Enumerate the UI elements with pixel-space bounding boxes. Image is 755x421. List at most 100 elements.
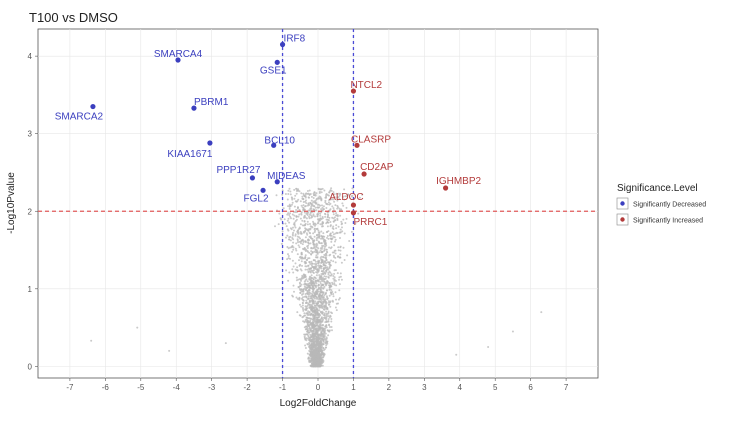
background-point [301,224,304,227]
gene-label-pbrm1: PBRM1 [194,97,229,108]
background-point [308,282,311,285]
background-point [308,286,311,289]
background-point [298,288,301,290]
background-point [320,251,323,254]
background-point [320,358,323,361]
background-point [328,323,330,326]
background-point [299,263,302,266]
background-point [333,282,336,285]
background-point [320,344,323,347]
background-point [302,201,305,203]
background-point [324,266,327,269]
background-point [340,278,343,281]
background-point [300,252,303,255]
background-point [328,261,331,264]
background-point [317,298,320,300]
background-point [328,246,331,249]
background-point [329,274,331,277]
background-point [338,198,341,200]
background-point [308,251,311,254]
background-point [319,214,322,217]
background-point [322,343,325,346]
background-point [309,319,312,322]
background-point [314,229,317,232]
background-point [319,282,322,285]
background-point [319,298,321,301]
background-point [317,211,320,214]
background-point [342,246,345,249]
x-tick-label: -6 [102,383,110,392]
background-point [328,270,331,273]
background-point [343,198,346,201]
background-point [224,342,227,345]
background-point [287,193,290,195]
background-point [321,204,323,207]
background-point [334,204,337,207]
background-point [304,222,307,225]
background-point [311,309,314,312]
background-point [296,200,299,203]
background-point [310,199,313,202]
background-point [334,219,337,222]
background-point [289,246,292,249]
point-clasrp [354,142,360,148]
background-point [346,254,349,257]
background-point [313,194,315,197]
background-point [324,302,327,304]
background-point [303,274,306,277]
background-points [90,187,543,368]
background-point [338,283,341,286]
background-point [279,217,282,220]
background-point [308,341,311,344]
background-point [329,224,332,227]
background-point [301,219,304,222]
background-point [312,361,315,364]
background-point [318,190,321,193]
background-point [321,326,324,329]
background-point [309,207,312,210]
background-point [281,193,284,196]
background-point [321,320,324,323]
background-point [308,310,311,313]
background-point [309,263,312,265]
background-point [297,198,300,201]
background-point [291,250,294,253]
background-point [317,206,320,209]
background-point [336,199,339,202]
x-tick-label: -5 [137,383,145,392]
background-point [315,228,318,230]
background-point [305,333,308,336]
gene-label-aldoc: ALDOC [329,192,363,203]
background-point [334,279,337,282]
background-point [331,299,334,302]
background-point [293,224,296,227]
background-point [298,208,301,211]
background-point [339,272,342,275]
background-point [316,336,319,339]
background-point [289,235,292,238]
background-point [296,206,299,209]
background-point [332,209,335,212]
background-point [331,227,334,230]
background-point [310,354,313,357]
background-point [311,300,314,303]
point-gse1 [274,59,280,65]
background-point [325,318,328,321]
background-point [316,215,319,218]
background-point [318,251,321,254]
background-point [321,303,324,306]
background-point [343,232,346,235]
background-point [323,275,326,278]
background-point [291,294,294,297]
background-point [284,222,287,225]
background-point [309,292,312,295]
background-point [274,225,276,228]
background-point [324,272,327,275]
background-point [136,326,139,329]
background-point [313,292,316,295]
background-point [307,238,310,241]
background-point [357,212,360,215]
background-point [327,300,330,303]
background-point [336,217,339,220]
background-point [286,213,289,216]
